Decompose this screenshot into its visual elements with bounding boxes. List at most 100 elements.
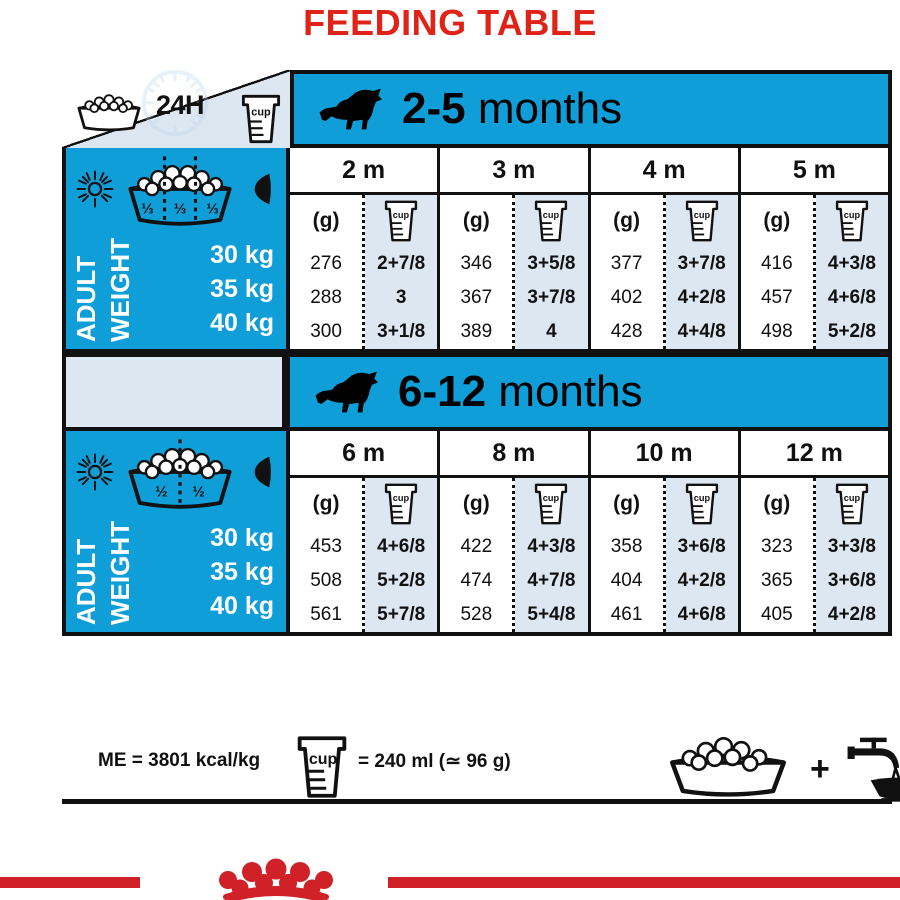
cups-cell: 4+2/8	[677, 570, 726, 591]
month-header: 10 m	[590, 431, 738, 478]
cups-subcolumn: cup 4+3/8 4+7/8 5+4/8	[515, 478, 588, 632]
grams-cell: 422	[460, 536, 493, 557]
unit-grams-label: (g)	[312, 209, 340, 232]
measuring-cup-icon: cup	[385, 483, 418, 525]
row-header-weight-1: WEIGHT	[105, 238, 135, 342]
section-banner-label-1: 2-5 months	[402, 87, 622, 131]
grams-cell: 402	[610, 287, 643, 308]
unit-grams-label: (g)	[763, 209, 791, 232]
unit-grams-label: (g)	[613, 492, 640, 515]
grams-cell: 358	[610, 536, 643, 557]
cups-cell: 4+6/8	[377, 536, 426, 557]
month-column-8m: 8 m (g) 422 474 528 cup	[440, 431, 591, 632]
grams-cell: 405	[760, 604, 793, 625]
grams-cell: 323	[760, 536, 793, 557]
sun-icon	[76, 453, 114, 491]
weight-values-2: 30 kg 35 kg 40 kg	[210, 521, 274, 623]
water-tap-bowl-icon	[847, 737, 900, 802]
unit-grams-label: (g)	[613, 209, 640, 232]
measuring-cup-icon: cup	[385, 200, 418, 242]
cups-subcolumn: cup 3+3/8 3+6/8 4+2/8	[815, 478, 888, 632]
measuring-cup-icon: cup	[241, 94, 281, 144]
svg-text:cup: cup	[543, 210, 560, 220]
cups-cell: 4+2/8	[677, 287, 726, 308]
grams-cell: 461	[610, 604, 643, 625]
svg-text:⅓: ⅓	[206, 202, 218, 218]
dog-food-bowl-icon	[77, 94, 141, 132]
unit-grams-label: (g)	[312, 492, 340, 515]
grams-cell: 561	[310, 604, 342, 625]
month-column-5m: 5 m (g) 416 457 498 cup	[740, 148, 888, 349]
weight-value: 35 kg	[210, 275, 274, 303]
cups-cell: 4+6/8	[677, 604, 726, 625]
grams-subcolumn: (g) 323 365 405	[740, 478, 816, 632]
banner-months-1: months	[477, 84, 623, 133]
svg-text:cup: cup	[393, 493, 410, 503]
duration-block: 24H	[64, 70, 234, 142]
svg-text:cup: cup	[309, 751, 338, 768]
svg-text:½: ½	[155, 485, 167, 501]
unit-cup-header: cup	[834, 478, 870, 530]
cups-cell: 4	[546, 321, 557, 342]
cups-cell: 4+6/8	[827, 287, 876, 308]
grams-cell: 346	[460, 253, 493, 274]
measuring-cup-icon: cup	[685, 200, 718, 242]
month-header: 5 m	[740, 148, 888, 195]
month-header: 3 m	[440, 148, 588, 195]
unit-cup-header: cup	[834, 195, 870, 247]
unit-cup-header: cup	[684, 195, 720, 247]
cups-subcolumn: cup 4+6/8 5+2/8 5+7/8	[365, 478, 438, 632]
cups-cell: 5+2/8	[377, 570, 426, 591]
weight-value: 35 kg	[210, 558, 274, 586]
measuring-cup-icon: cup	[835, 200, 869, 242]
svg-text:cup: cup	[844, 493, 861, 503]
grams-subcolumn: (g) 346 367 389	[440, 195, 516, 349]
cups-cell: 3+3/8	[827, 536, 876, 557]
unit-grams-label: (g)	[763, 492, 791, 515]
moon-icon	[254, 173, 271, 205]
svg-text:cup: cup	[393, 210, 410, 220]
brand-logo-bar	[0, 855, 900, 900]
svg-text:cup: cup	[693, 210, 710, 220]
month-header: 2 m	[290, 148, 438, 195]
weight-value: 30 kg	[210, 241, 274, 269]
cups-subcolumn: cup 3+6/8 4+2/8 4+6/8	[665, 478, 738, 632]
section-banner-label-2: 6-12 months	[398, 370, 643, 414]
month-column-6m: 6 m (g) 453 508 561 cup	[290, 431, 441, 632]
cups-cell: 3+6/8	[827, 570, 876, 591]
grams-cell: 498	[760, 321, 793, 342]
section-1: ⅓ ⅓ ⅓ ADULT WEIGHT 30 kg 35 kg 40 kg	[62, 148, 892, 353]
grams-cell: 367	[460, 287, 493, 308]
svg-text:cup: cup	[844, 210, 861, 220]
weight-labels-2: ADULT WEIGHT 30 kg 35 kg 40 kg	[66, 519, 286, 629]
cups-cell: 5+7/8	[377, 604, 426, 625]
page-title: FEEDING TABLE	[303, 2, 597, 43]
grams-cell: 288	[310, 287, 342, 308]
royal-canin-crown-logo	[219, 858, 333, 900]
banner-bold-1: 2-5	[402, 84, 466, 133]
measuring-cup-icon: cup	[535, 200, 568, 242]
sun-icon	[76, 170, 114, 208]
measuring-cup-icon: cup	[685, 483, 718, 525]
empty-left-cell	[62, 353, 286, 431]
section-2-banner-strip: 6-12 months	[62, 353, 892, 431]
unit-cup-header: cup	[533, 478, 569, 530]
moon-icon	[254, 456, 271, 488]
month-header: 12 m	[740, 431, 888, 478]
measuring-cup-icon: cup	[535, 483, 568, 525]
svg-text:⅓: ⅓	[141, 202, 153, 218]
grams-cell: 453	[310, 536, 342, 557]
grams-cell: 365	[760, 570, 793, 591]
weight-values-1: 30 kg 35 kg 40 kg	[210, 238, 274, 340]
unit-cup-header: cup	[684, 478, 720, 530]
duration-and-cup-cell: 24H cup	[62, 70, 290, 152]
cups-cell: 4+7/8	[527, 570, 576, 591]
meal-split-2: ½ ½	[66, 431, 286, 519]
unit-grams-label: (g)	[462, 492, 490, 515]
dog-silhouette-icon	[315, 371, 378, 413]
month-header: 6 m	[290, 431, 438, 478]
grams-cell: 508	[310, 570, 342, 591]
section-banner-1: 2-5 months	[290, 70, 892, 148]
grams-cell: 428	[610, 321, 643, 342]
grams-cell: 404	[610, 570, 643, 591]
